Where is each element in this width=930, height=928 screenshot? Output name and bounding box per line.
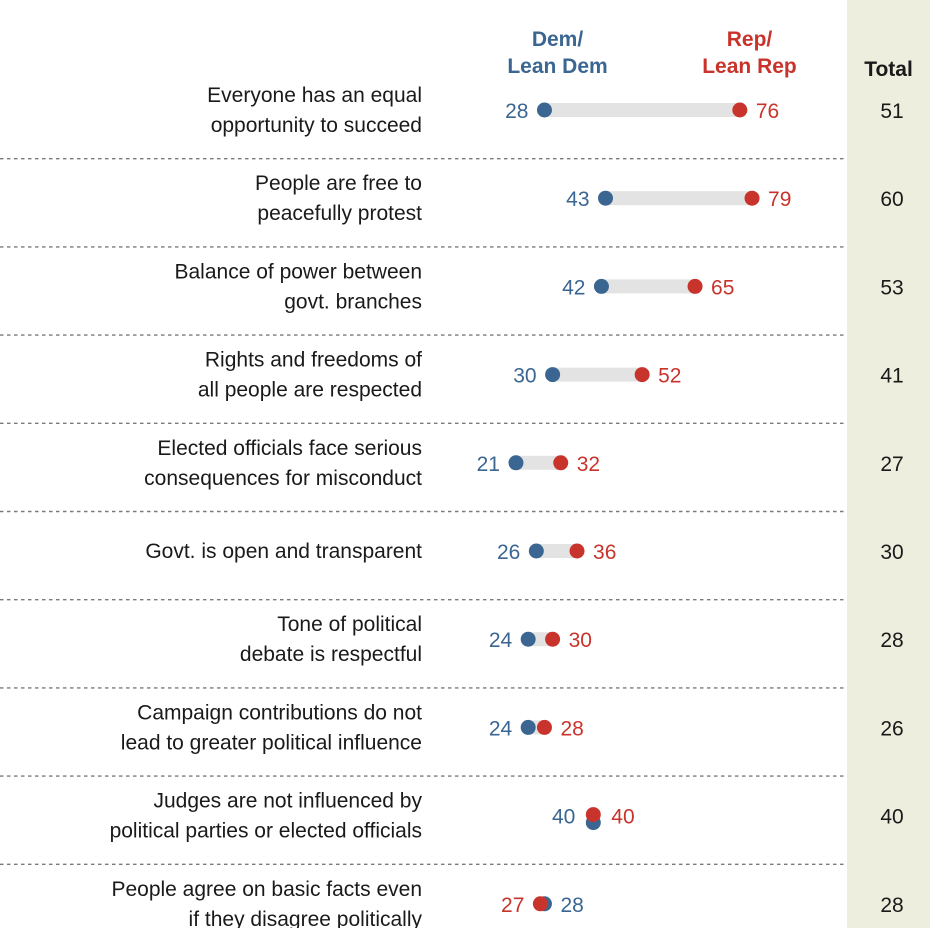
rep-value-label: 40	[611, 806, 634, 829]
category-label: govt. branches	[284, 290, 422, 313]
category-label: Govt. is open and transparent	[145, 540, 422, 563]
rep-value-label: 52	[658, 365, 681, 388]
total-header: Total	[864, 58, 913, 81]
category-label: peacefully protest	[257, 202, 422, 225]
range-bar	[552, 367, 643, 382]
total-value: 40	[880, 806, 903, 829]
rep-dot	[545, 631, 561, 647]
category-label: Tone of political	[277, 613, 422, 636]
category-label: People agree on basic facts even	[111, 878, 422, 901]
legend-dem: Dem/ Lean Dem	[470, 26, 645, 80]
total-column-background	[847, 0, 930, 928]
dem-value-label: 28	[505, 100, 528, 123]
dem-dot	[520, 631, 536, 647]
rep-value-label: 79	[768, 188, 791, 211]
range-bar	[515, 455, 561, 470]
rep-value-label: 28	[560, 717, 583, 740]
total-value: 53	[880, 276, 903, 299]
category-label: opportunity to succeed	[211, 114, 422, 137]
rep-value-label: 65	[711, 276, 734, 299]
legend-rep-line1: Rep/	[726, 28, 773, 51]
total-value: 51	[880, 100, 903, 123]
category-label: People are free to	[255, 172, 422, 195]
dem-dot	[536, 102, 552, 118]
category-label: debate is respectful	[240, 643, 422, 666]
dem-dot	[545, 367, 561, 383]
dem-value-label: 26	[497, 541, 520, 564]
dem-dot	[598, 190, 614, 206]
rep-value-label: 76	[756, 100, 779, 123]
rep-value-label: 30	[569, 629, 592, 652]
category-label: Campaign contributions do not	[137, 701, 422, 724]
category-label: Judges are not influenced by	[153, 790, 422, 813]
dem-dot	[508, 455, 524, 471]
dem-value-label: 40	[552, 806, 575, 829]
category-label: Everyone has an equal	[207, 84, 422, 107]
legend-dem-line2: Lean Dem	[507, 55, 608, 78]
range-bar	[536, 544, 578, 558]
dem-value-label: 24	[489, 629, 513, 652]
dem-dot	[520, 719, 536, 735]
rep-dot	[744, 190, 760, 206]
rep-dot	[634, 367, 650, 383]
range-bar	[544, 103, 740, 117]
category-label: Balance of power between	[175, 260, 423, 283]
total-value: 28	[880, 629, 903, 652]
category-label: lead to greater political influence	[121, 731, 422, 754]
dem-value-label: 43	[566, 188, 589, 211]
rep-dot	[569, 543, 585, 559]
legend-dem-line1: Dem/	[531, 28, 584, 51]
range-bar	[605, 191, 753, 206]
total-value: 41	[880, 365, 903, 388]
total-value: 28	[880, 894, 903, 917]
dem-value-label: 21	[477, 453, 500, 476]
category-label: Rights and freedoms of	[205, 349, 422, 372]
rep-dot	[732, 102, 748, 118]
dem-value-label: 24	[489, 717, 513, 740]
total-value: 27	[880, 453, 903, 476]
total-value: 26	[880, 717, 903, 740]
rep-dot	[687, 278, 703, 294]
range-bar	[601, 279, 696, 294]
legend-rep: Rep/ Lean Rep	[672, 26, 827, 80]
dem-dot	[528, 543, 544, 559]
category-label: if they disagree politically	[189, 908, 423, 928]
rep-value-label: 36	[593, 541, 616, 564]
category-label: Elected officials face serious	[157, 437, 422, 460]
category-label: consequences for misconduct	[144, 467, 422, 490]
rep-dot	[553, 455, 569, 471]
category-label: political parties or elected officials	[110, 820, 422, 843]
dem-value-label: 42	[562, 276, 585, 299]
rep-value-label: 27	[501, 894, 524, 917]
rep-value-label: 32	[577, 453, 600, 476]
category-label: all people are respected	[198, 379, 422, 402]
rep-dot	[532, 896, 548, 912]
legend-rep-line2: Lean Rep	[702, 55, 797, 78]
total-value: 30	[880, 541, 903, 564]
total-value: 60	[880, 188, 903, 211]
dem-value-label: 30	[513, 365, 536, 388]
rep-dot	[585, 807, 601, 823]
dem-value-label: 28	[560, 894, 583, 917]
dem-dot	[593, 278, 609, 294]
rep-dot	[536, 719, 552, 735]
